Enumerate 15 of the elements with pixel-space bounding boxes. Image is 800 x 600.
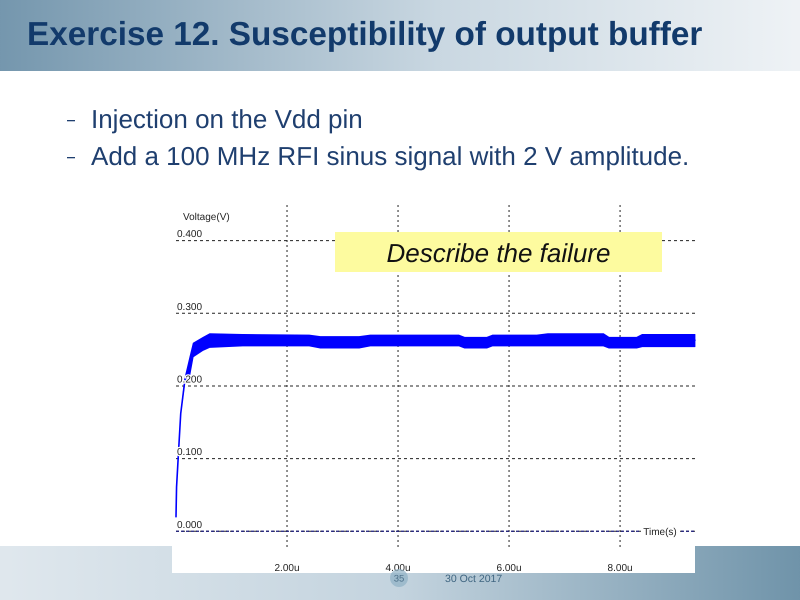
annotation: Describe the failure	[386, 238, 610, 268]
text: Add a 100 MHz RFI sinus signal with 2 V amplitude.	[91, 141, 690, 171]
text: 35	[394, 574, 404, 584]
y-tick-label: 0.400	[177, 229, 202, 240]
x-tick-label: 6.00u	[496, 563, 522, 574]
chart-title: Exercise 12. Susceptibility of output buffer	[27, 16, 702, 53]
x-tick-label: 8.00u	[608, 563, 633, 574]
y-axis-title: Voltage(V)	[183, 212, 230, 223]
x-axis-title: Time(s)	[643, 526, 677, 538]
x-tick-label: 4.00u	[386, 563, 411, 574]
text: 30 Oct 2017	[445, 573, 502, 585]
y-tick-label: 0.000	[177, 520, 202, 531]
text: Injection on the Vdd pin	[91, 104, 363, 134]
y-tick-label: 0.300	[177, 302, 202, 313]
x-tick-label: 2.00u	[274, 563, 300, 574]
